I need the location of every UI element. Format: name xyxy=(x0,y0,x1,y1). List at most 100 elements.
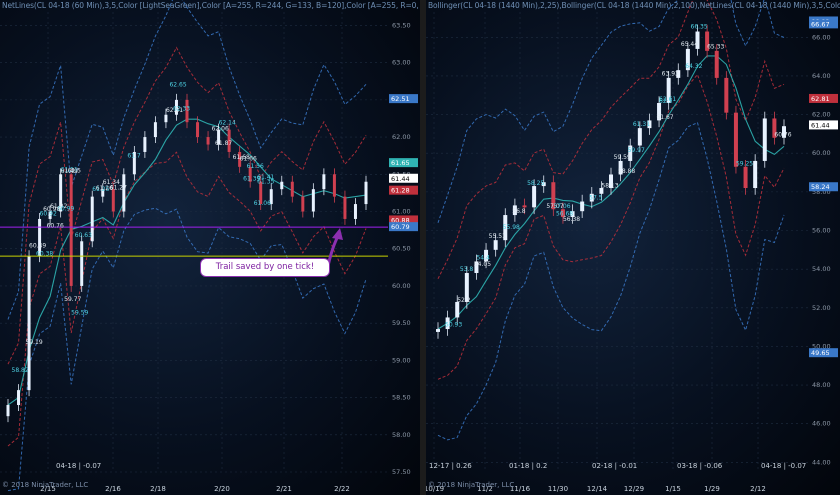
candle-body xyxy=(259,181,263,205)
candle-body xyxy=(474,261,479,274)
candle-body xyxy=(733,112,738,167)
right-chart-header: Bollinger(CL 04-18 (1440 Min),2,25),Boll… xyxy=(428,1,840,10)
data-label: 61.27 xyxy=(110,184,127,191)
candle-body xyxy=(111,189,115,212)
candle-body xyxy=(445,317,450,330)
data-label: 59.59 xyxy=(71,309,88,316)
data-label: 60.38 xyxy=(36,251,53,258)
candle-body xyxy=(332,174,336,197)
x-tick-label: 12/29 xyxy=(624,485,644,493)
data-label: 59.59 xyxy=(614,154,631,161)
data-label: 55.51 xyxy=(489,233,506,240)
y-tick-label: 62.00 xyxy=(392,133,411,141)
price-tag: 58.24 xyxy=(811,183,830,191)
candle-body xyxy=(503,215,508,241)
left-chart-header: NetLines(CL 04-18 (60 Min),3,5,Color [Li… xyxy=(2,1,420,10)
data-label: 63.93 xyxy=(662,70,679,77)
right-cycle-label-5: 04-18 | -0.07 xyxy=(761,462,807,470)
candle-body xyxy=(80,241,84,286)
candle-body xyxy=(311,189,315,212)
price-tag: 62.81 xyxy=(811,95,830,103)
data-label: 60.99 xyxy=(57,205,74,212)
y-tick-label: 60.00 xyxy=(392,282,411,290)
candle-body xyxy=(512,205,517,216)
candle-body xyxy=(695,31,700,49)
data-label: 62.61 xyxy=(659,96,676,103)
candle-body xyxy=(90,196,94,242)
data-label: 61.02 xyxy=(50,203,67,210)
candle-body xyxy=(666,77,671,104)
candle-body xyxy=(238,151,242,167)
right-cycle-label-3: 02-18 | -0.01 xyxy=(592,462,638,470)
candle-body xyxy=(618,160,623,175)
candle-body xyxy=(493,240,498,250)
candle-body xyxy=(685,48,690,71)
candle-body xyxy=(143,137,147,152)
candle-body xyxy=(599,188,604,194)
y-tick-label: 58.00 xyxy=(392,431,411,439)
candle-body xyxy=(762,118,767,161)
data-label: 61.35 xyxy=(257,178,274,185)
callout-arrowhead xyxy=(332,228,343,240)
right-chart-panel[interactable]: 66.00 64.00 62.00 60.00 58.00 56.00 54.00 52.00… xyxy=(426,0,840,495)
data-label: 60.76 xyxy=(774,132,791,139)
x-tick-label: 2/20 xyxy=(214,485,230,493)
data-label: 61.5 xyxy=(68,167,82,174)
candle-body xyxy=(122,174,126,212)
panel-divider[interactable] xyxy=(420,0,426,495)
bollinger-band-blue xyxy=(437,122,785,441)
candle-body xyxy=(657,103,662,121)
data-label: 61.87 xyxy=(215,140,232,147)
candle-body xyxy=(570,211,575,217)
data-label: 62.65 xyxy=(169,82,186,89)
price-tag-bg xyxy=(389,158,418,168)
candle-body xyxy=(464,273,469,302)
candle-body xyxy=(153,122,157,138)
candle-body xyxy=(290,181,294,197)
data-label: 65.44 xyxy=(681,41,698,48)
data-label: 58.82 xyxy=(12,367,29,374)
x-tick-label: 2/21 xyxy=(276,485,292,493)
right-chart-canvas[interactable]: 66.00 64.00 62.00 60.00 58.00 56.00 54.00 52.00… xyxy=(426,0,840,495)
candle-body xyxy=(589,193,594,202)
candle-body xyxy=(714,50,719,78)
candle-body xyxy=(174,99,178,115)
price-tag: 60.88 xyxy=(391,216,410,224)
price-tag: 49.65 xyxy=(811,349,830,357)
data-label: 62.33 xyxy=(173,106,190,113)
candle-body xyxy=(269,189,273,205)
bollinger-band-red xyxy=(437,0,785,280)
data-label: 61.34 xyxy=(103,179,120,186)
candle-body xyxy=(753,160,758,189)
x-tick-label: 2/18 xyxy=(150,485,166,493)
price-tag-bg xyxy=(809,93,838,103)
data-label: 52.2 xyxy=(457,297,471,304)
price-tag-bg xyxy=(809,182,838,192)
data-label: 61.41 xyxy=(257,174,274,181)
data-label: 55.98 xyxy=(503,224,520,231)
bollinger-band-blue xyxy=(7,207,367,492)
candle-body xyxy=(637,128,642,146)
candle-body xyxy=(364,181,368,205)
bollinger-band-blue xyxy=(437,0,785,223)
y-tick-label: 50.00 xyxy=(812,342,831,350)
data-label: 62.31 xyxy=(166,107,183,114)
x-tick-label: 2/12 xyxy=(750,485,766,493)
y-tick-label: 59.50 xyxy=(392,319,411,327)
candle-body xyxy=(772,118,777,138)
data-label: 58.88 xyxy=(618,168,635,175)
candle-body xyxy=(59,174,63,212)
y-tick-label: 54.00 xyxy=(812,265,831,273)
data-label: 61.25 xyxy=(92,186,109,193)
candle-body xyxy=(522,205,527,208)
data-label: 61.7 xyxy=(127,152,141,159)
price-tag: 61.28 xyxy=(391,187,410,195)
candle-body xyxy=(541,182,546,187)
data-label: 65.33 xyxy=(707,43,724,50)
left-chart-canvas[interactable]: 63.5063.0062.5062.0061.5061.0060.5060.00… xyxy=(0,0,420,495)
data-label: 59.25 xyxy=(736,161,753,168)
y-tick-label: 62.00 xyxy=(812,111,831,119)
left-chart-panel[interactable]: 63.5063.0062.5062.0061.5061.0060.5060.00… xyxy=(0,0,420,495)
y-tick-label: 52.00 xyxy=(812,304,831,312)
candle-body xyxy=(628,145,633,161)
